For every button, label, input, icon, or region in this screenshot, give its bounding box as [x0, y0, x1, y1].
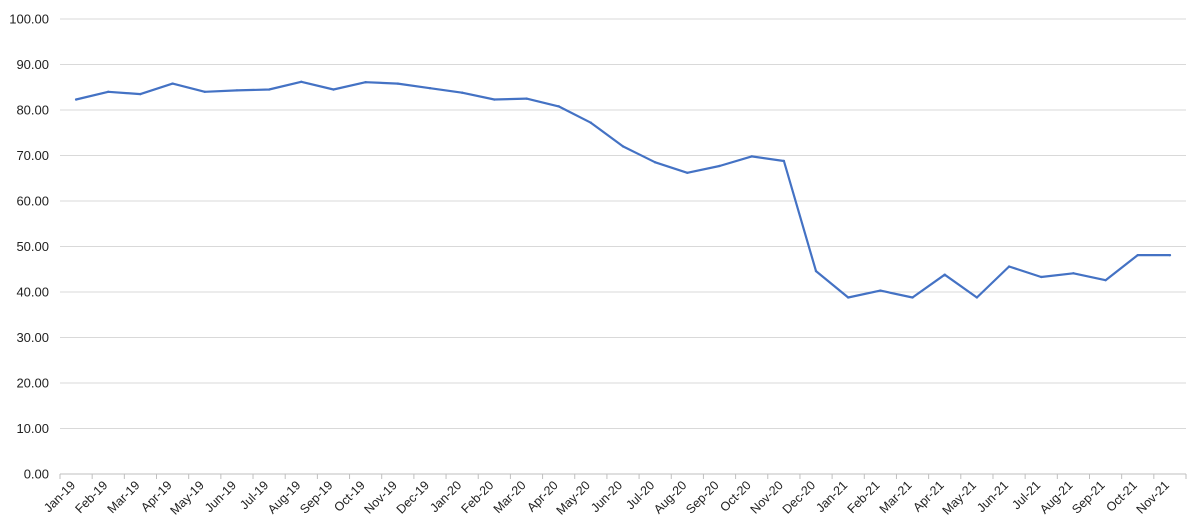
- x-tick-label: Mar-21: [877, 478, 915, 516]
- y-axis-tick-labels: 0.00 10.00 20.00 30.00 40.00 50.00 60.00 70.00 8…: [9, 12, 49, 482]
- data-point: [1136, 253, 1139, 257]
- data-point: [847, 296, 850, 299]
- data-point: [943, 273, 946, 276]
- data-point: [74, 98, 78, 101]
- data-point: [300, 80, 303, 83]
- data-point: [1168, 253, 1172, 257]
- data-point: [1072, 272, 1075, 275]
- y-tick-label: 80.00: [16, 103, 49, 118]
- data-point: [428, 86, 432, 90]
- x-tick-label: Nov-21: [1134, 478, 1172, 516]
- x-tick-label: Jun-20: [588, 478, 625, 515]
- y-tick-label: 40.00: [16, 285, 49, 300]
- x-tick-label: Jun-19: [202, 478, 239, 515]
- series-line: [74, 80, 1172, 299]
- x-tick-label: Jun-21: [974, 478, 1011, 515]
- series-layer: [74, 80, 1172, 299]
- data-point: [364, 81, 367, 84]
- y-tick-label: 0.00: [24, 467, 49, 482]
- x-axis-tick-labels: Jan-19Feb-19Mar-19Apr-19May-19Jun-19Jul-…: [41, 478, 1172, 517]
- data-point: [718, 164, 721, 168]
- data-point: [460, 91, 464, 94]
- x-tick-label: Oct-20: [717, 478, 753, 514]
- x-tick-label: Nov-19: [362, 478, 400, 516]
- data-point: [525, 97, 528, 100]
- data-point: [653, 161, 657, 164]
- x-tick-label: Feb-19: [72, 478, 110, 516]
- data-point: [1104, 278, 1107, 282]
- data-point: [1040, 275, 1043, 279]
- data-point: [493, 98, 496, 101]
- data-point: [1007, 265, 1011, 268]
- x-tick-label: Jan-19: [41, 478, 78, 515]
- data-point: [621, 145, 625, 148]
- x-tick-label: Oct-21: [1103, 478, 1139, 514]
- y-tick-label: 100.00: [9, 12, 49, 27]
- x-tick-label: May-21: [940, 478, 979, 517]
- data-point: [107, 90, 110, 94]
- gridlines: [60, 18, 1186, 429]
- data-point: [782, 159, 786, 163]
- y-tick-label: 10.00: [16, 421, 49, 436]
- x-tick-label: May-19: [168, 478, 207, 517]
- x-tick-label: Aug-21: [1037, 478, 1075, 516]
- x-tick-label: Dec-19: [394, 478, 432, 516]
- data-point: [814, 269, 818, 273]
- x-tick-label: Jan-20: [427, 478, 464, 515]
- y-tick-label: 90.00: [16, 57, 49, 72]
- x-tick-label: Aug-20: [651, 478, 689, 516]
- data-point: [171, 82, 174, 85]
- y-tick-label: 20.00: [16, 376, 49, 391]
- data-point: [911, 296, 914, 299]
- x-tick-label: Feb-20: [459, 478, 497, 516]
- y-tick-label: 60.00: [16, 194, 49, 209]
- data-point: [267, 88, 271, 91]
- x-tick-label: Feb-21: [845, 478, 883, 516]
- x-tick-label: May-20: [554, 478, 593, 517]
- y-tick-label: 70.00: [16, 148, 49, 163]
- data-point: [235, 89, 239, 92]
- data-point: [589, 121, 593, 124]
- x-tick-label: Aug-19: [265, 478, 303, 516]
- data-point: [203, 90, 206, 94]
- data-point: [557, 105, 560, 108]
- x-tick-label: Sep-21: [1069, 478, 1107, 516]
- data-point: [139, 92, 142, 96]
- x-tick-label: Sep-20: [683, 478, 721, 516]
- data-point: [332, 88, 335, 91]
- x-tick-label: Mar-20: [491, 478, 529, 516]
- x-tick-label: Dec-20: [780, 478, 818, 516]
- data-point: [750, 155, 753, 158]
- x-tick-label: Jan-21: [813, 478, 850, 515]
- data-point: [396, 82, 399, 85]
- x-tick-label: Mar-19: [105, 478, 143, 516]
- y-tick-label: 30.00: [16, 330, 49, 345]
- x-tick-label: Sep-19: [297, 478, 335, 516]
- x-axis: [59, 473, 1187, 479]
- x-tick-label: Oct-19: [331, 478, 367, 514]
- data-point: [879, 289, 882, 292]
- x-tick-label: Nov-20: [748, 478, 786, 516]
- data-point: [975, 296, 979, 299]
- data-point: [686, 171, 689, 174]
- y-tick-label: 50.00: [16, 239, 49, 254]
